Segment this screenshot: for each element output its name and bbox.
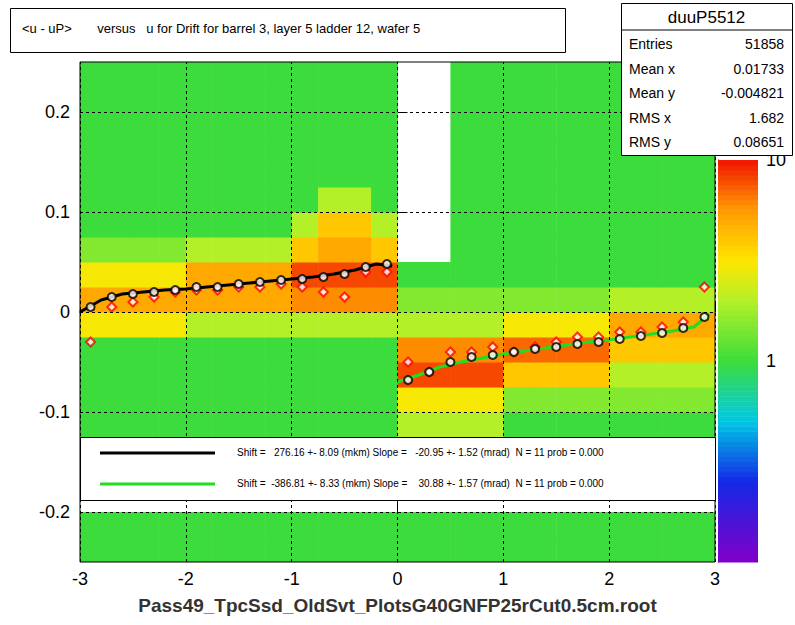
svg-text:0: 0	[392, 569, 402, 589]
svg-text:-0.2: -0.2	[39, 502, 70, 522]
svg-text:0.01733: 0.01733	[733, 61, 784, 77]
svg-text:Entries: Entries	[629, 36, 673, 52]
svg-text:Pass49_TpcSsd_OldSvt_PlotsG40G: Pass49_TpcSsd_OldSvt_PlotsG40GNFP25rCut0…	[138, 595, 657, 616]
svg-text:duuP5512: duuP5512	[668, 8, 746, 27]
svg-text:3: 3	[710, 569, 720, 589]
svg-text:<u - uP> versus u for: <u - uP> versus u for Drift for barrel 3…	[22, 21, 420, 36]
svg-text:Mean x: Mean x	[629, 61, 675, 77]
svg-text:0.2: 0.2	[45, 102, 70, 122]
svg-text:-0.1: -0.1	[39, 402, 70, 422]
svg-text:RMS y: RMS y	[629, 134, 671, 150]
svg-text:1: 1	[498, 569, 508, 589]
svg-text:-1: -1	[284, 569, 300, 589]
svg-text:51858: 51858	[745, 36, 784, 52]
svg-text:RMS x: RMS x	[629, 110, 671, 126]
svg-text:0: 0	[60, 302, 70, 322]
svg-text:Mean y: Mean y	[629, 85, 675, 101]
svg-text:Shift = 276.16 +- 8.09 (mkm): Shift = 276.16 +- 8.09 (mkm) Slope = -20…	[237, 447, 604, 458]
svg-text:1: 1	[766, 351, 776, 371]
svg-text:-3: -3	[72, 569, 88, 589]
svg-text:2: 2	[604, 569, 614, 589]
svg-text:1.682: 1.682	[749, 110, 784, 126]
svg-text:0.1: 0.1	[45, 202, 70, 222]
svg-text:-0.004821: -0.004821	[721, 85, 784, 101]
svg-text:10: 10	[766, 150, 786, 170]
svg-text:Shift = -386.81 +- 8.33 (mkm): Shift = -386.81 +- 8.33 (mkm) Slope = 30…	[237, 478, 604, 489]
svg-text:-2: -2	[178, 569, 194, 589]
svg-text:0.08651: 0.08651	[733, 134, 784, 150]
